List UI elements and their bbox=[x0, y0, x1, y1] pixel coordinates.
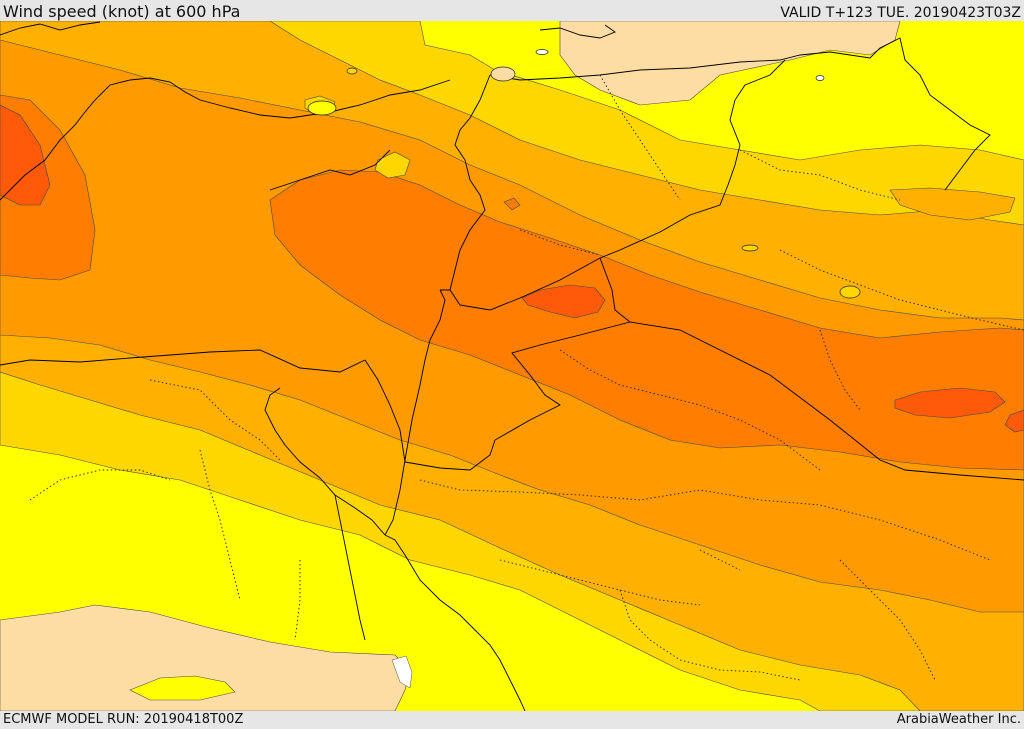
gold-patch-jordan-north bbox=[374, 151, 411, 179]
amber-patch-east bbox=[889, 187, 1016, 221]
lakes bbox=[307, 49, 861, 299]
wind-speed-map[interactable] bbox=[0, 21, 1024, 711]
country-borders bbox=[0, 21, 1024, 711]
map-title: Wind speed (knot) at 600 hPa bbox=[3, 2, 241, 21]
valid-time: VALID T+123 TUE. 20190423T03Z bbox=[780, 5, 1021, 21]
province-lines bbox=[29, 74, 1024, 681]
footer-bar: ECMWF MODEL RUN: 20190418T00Z ArabiaWeat… bbox=[0, 711, 1024, 729]
credit-label: ArabiaWeather Inc. bbox=[896, 712, 1021, 727]
water-patch bbox=[391, 655, 413, 689]
orange-patch-small bbox=[503, 197, 521, 211]
band-60-70 bbox=[269, 169, 1024, 471]
yellow-patch-south bbox=[129, 675, 236, 701]
band-70-80-east bbox=[894, 387, 1006, 419]
band-70-80-edge bbox=[1004, 409, 1024, 433]
band-10-20-south bbox=[0, 604, 411, 711]
header-bar: Wind speed (knot) at 600 hPa VALID T+123… bbox=[0, 0, 1024, 21]
band-70-80-center bbox=[521, 284, 606, 319]
model-run-label: ECMWF MODEL RUN: 20190418T00Z bbox=[3, 712, 244, 727]
